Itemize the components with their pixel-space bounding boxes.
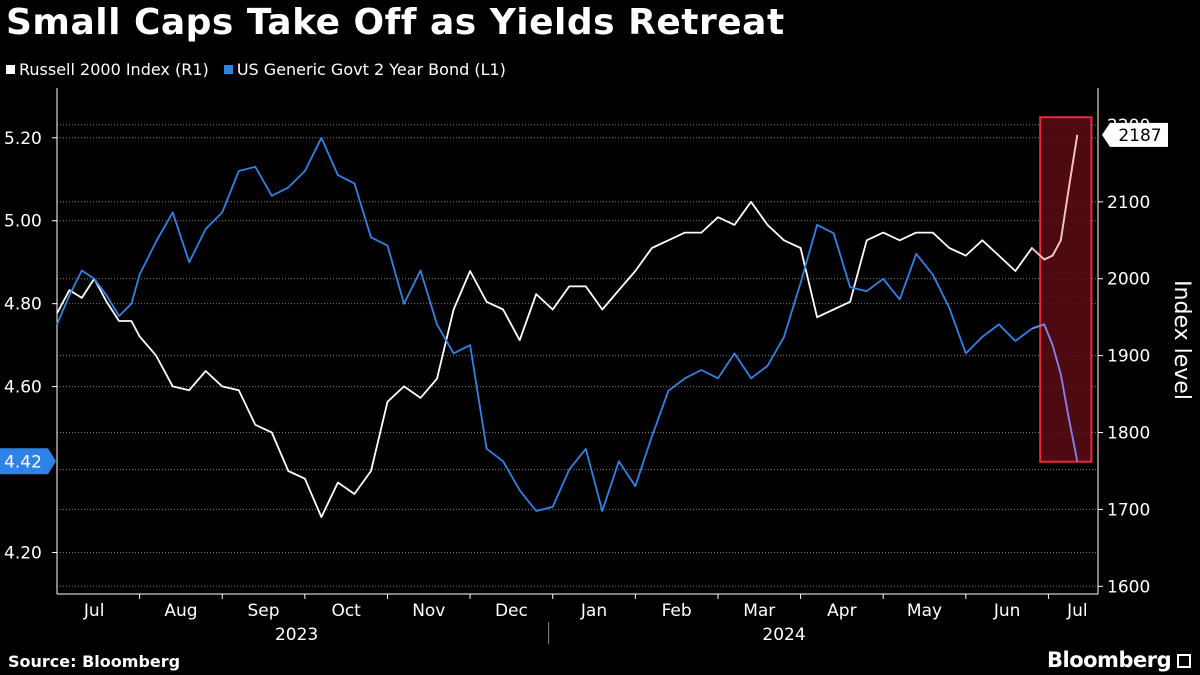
end-label-russell: 2187	[1118, 126, 1161, 146]
left-tick-label: 4.60	[4, 378, 42, 398]
axes	[52, 88, 1103, 644]
month-label: Nov	[412, 601, 445, 621]
series-highlight-bond	[1031, 323, 1079, 462]
highlight-region	[1039, 116, 1093, 463]
year-label: 2024	[762, 625, 805, 645]
brand-mark-icon	[1177, 654, 1192, 668]
legend-item-bond: US Generic Govt 2 Year Bond (L1)	[223, 60, 506, 79]
legend-label-russell: Russell 2000 Index (R1)	[19, 60, 209, 79]
right-axis-title: Index level	[1169, 280, 1194, 400]
tick-labels: 5.20 5.00 4.80 4.60 4.20 2100 2000 1900 1800 1700…	[0, 116, 1194, 645]
month-label: Jul	[83, 601, 105, 621]
end-label-russell-box	[1102, 122, 1168, 147]
left-tick-label: 5.20	[4, 129, 42, 149]
month-label: Jan	[580, 601, 607, 621]
series-line-russell	[56, 134, 1079, 518]
bloomberg-logo: Bloomberg	[1047, 648, 1192, 672]
chart-title: Small Caps Take Off as Yields Retreat	[6, 2, 785, 43]
right-tick-label: 1900	[1107, 347, 1150, 367]
legend-label-bond: US Generic Govt 2 Year Bond (L1)	[236, 60, 506, 79]
right-tick-label: 1600	[1107, 577, 1150, 597]
month-label: Feb	[662, 601, 692, 621]
source-note: Source: Bloomberg	[8, 652, 181, 671]
month-label: Mar	[743, 601, 775, 621]
year-label: 2023	[275, 625, 318, 645]
legend-item-russell: Russell 2000 Index (R1)	[6, 60, 209, 79]
month-label: Sep	[248, 601, 280, 621]
legend-swatch-bond	[223, 65, 233, 74]
month-label: Jun	[993, 601, 1021, 621]
left-tick-label: 5.00	[4, 212, 42, 232]
month-label: Apr	[827, 601, 856, 621]
legend: Russell 2000 Index (R1) US Generic Govt …	[6, 60, 516, 79]
right-tick-label: 1800	[1107, 424, 1150, 444]
right-tick-label: 1700	[1107, 500, 1150, 520]
gridlines	[57, 124, 1098, 587]
end-label-bond: 4.42	[4, 452, 42, 472]
month-label: Dec	[495, 601, 528, 621]
right-tick-label: 2000	[1107, 270, 1150, 290]
month-label: Oct	[331, 601, 361, 621]
month-label: Jul	[1066, 601, 1088, 621]
left-tick-label: 4.80	[4, 295, 42, 315]
highlight-box	[1039, 116, 1093, 463]
legend-swatch-russell	[6, 65, 15, 74]
month-label: May	[907, 601, 942, 621]
series-lines	[56, 134, 1079, 518]
month-label: Aug	[164, 601, 197, 621]
series-line-bond	[56, 136, 1079, 512]
right-tick-label: 2100	[1107, 193, 1150, 213]
series-highlight-russell	[1031, 134, 1079, 261]
left-tick-label: 4.20	[4, 544, 42, 564]
end-label-bond-box	[0, 448, 56, 475]
